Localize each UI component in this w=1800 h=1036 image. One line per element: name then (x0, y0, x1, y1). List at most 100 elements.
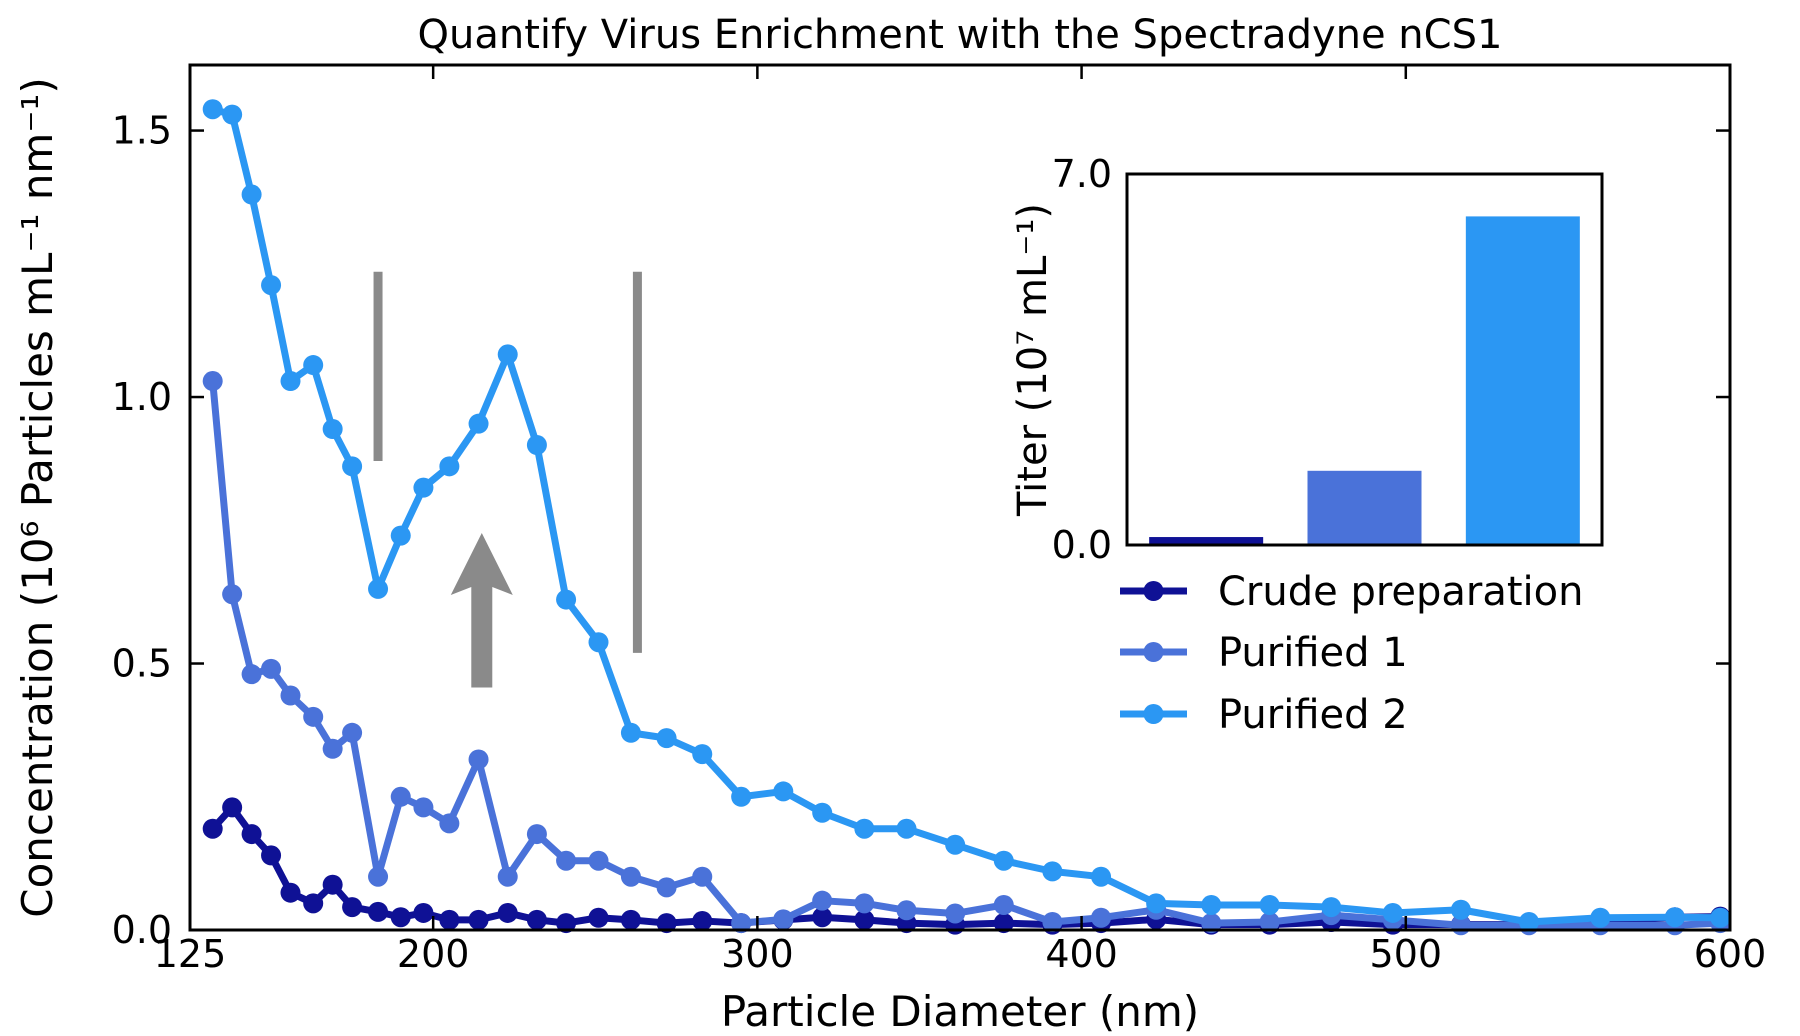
legend-marker-purified-1 (1143, 642, 1164, 662)
purified-1-marker (896, 900, 917, 921)
purified-1-marker (390, 786, 411, 807)
purified-2-marker (896, 818, 917, 839)
y-tick-label: 1.0 (112, 375, 172, 419)
purified-1-marker (945, 903, 966, 924)
purified-2-marker (222, 104, 243, 125)
inset-frame (1125, 172, 1604, 547)
crude-preparation-marker (439, 909, 460, 930)
crude-preparation-marker (342, 897, 363, 918)
inset-y-axis-label: Titer (10⁷ mL⁻¹) (1010, 203, 1056, 517)
purified-1-marker (526, 824, 547, 845)
purified-1-marker (1091, 907, 1112, 928)
y-tick-label: 0.5 (112, 642, 172, 686)
purified-2-marker (854, 818, 875, 839)
crude-preparation-marker (854, 909, 875, 930)
crude-preparation-marker (556, 913, 577, 934)
purified-2-marker (1201, 894, 1222, 915)
x-tick-label: 400 (1045, 932, 1118, 976)
purified-1-marker (588, 850, 609, 871)
inset-bar-purified-1 (1307, 470, 1422, 545)
crude-preparation-line (210, 803, 1721, 929)
legend-label-crude-preparation: Crude preparation (1218, 569, 1584, 615)
y-tick-label: 0.0 (112, 908, 172, 952)
purified-2-marker (773, 781, 794, 802)
crude-preparation-marker (588, 907, 609, 928)
purified-2-marker (1146, 893, 1167, 914)
crude-preparation-marker (222, 797, 243, 818)
crude-preparation-marker (812, 907, 833, 928)
crude-preparation-marker (468, 909, 489, 930)
purified-1-marker (993, 894, 1014, 915)
purified-1-marker (413, 797, 434, 818)
purified-2-marker (945, 834, 966, 855)
legend-label-purified-1: Purified 1 (1218, 630, 1408, 676)
crude-preparation-marker (692, 910, 713, 931)
x-tick-label: 500 (1370, 932, 1443, 976)
purified-1-marker (731, 913, 752, 934)
purified-2-marker (342, 456, 363, 477)
chart-title: Quantify Virus Enrichment with the Spect… (418, 12, 1503, 58)
purified-1-marker (202, 371, 223, 392)
purified-2-marker (322, 419, 343, 440)
crude-preparation-marker (620, 909, 641, 930)
crude-preparation-marker (322, 874, 343, 895)
series-purified-2 (202, 99, 1731, 933)
purified-2-marker (1450, 899, 1471, 920)
purified-2-marker (261, 275, 282, 296)
purified-2-marker (413, 477, 434, 498)
crude-preparation-marker (303, 893, 324, 914)
purified-2-marker (993, 850, 1014, 871)
y-axis-label: Concentration (10⁶ Particles mL⁻¹ nm⁻¹) (13, 77, 62, 918)
crude-preparation-marker (368, 901, 389, 922)
crude-preparation-marker (280, 882, 301, 903)
purified-2-marker (620, 722, 641, 743)
purified-2-marker (439, 456, 460, 477)
purified-2-marker (588, 632, 609, 653)
x-tick-label: 125 (154, 932, 227, 976)
purified-1-marker (656, 877, 677, 898)
inset-titer-chart: 7.0 0.0 Titer (10⁷ mL⁻¹) (1010, 152, 1604, 567)
crude-preparation-marker (413, 902, 434, 923)
purified-1-marker (854, 893, 875, 914)
purified-1-marker (773, 909, 794, 930)
x-tick-label: 300 (721, 932, 794, 976)
purified-2-marker (692, 744, 713, 765)
purified-2-marker (656, 728, 677, 749)
purified-1-marker (620, 866, 641, 887)
crude-preparation-marker (993, 913, 1014, 934)
crude-preparation-marker (656, 913, 677, 934)
purified-1-marker (280, 685, 301, 706)
purified-1-marker (692, 866, 713, 887)
legend: Crude preparation Purified 1 Purified 2 (1120, 569, 1584, 738)
purified-2-marker (497, 344, 518, 365)
purified-2-marker (1664, 907, 1685, 928)
legend-marker-crude-preparation (1143, 581, 1164, 601)
purified-2-marker (368, 578, 389, 599)
inset-bar-crude-preparation (1149, 537, 1264, 545)
legend-label-purified-2: Purified 2 (1218, 692, 1408, 738)
purified-2-marker (1259, 894, 1280, 915)
purified-1-marker (556, 850, 577, 871)
legend-item-crude-preparation: Crude preparation (1120, 569, 1584, 615)
legend-marker-purified-2 (1143, 704, 1164, 724)
purified-2-marker (812, 802, 833, 823)
purified-2-marker (468, 413, 489, 434)
crude-preparation-marker (526, 909, 547, 930)
purified-2-marker (1042, 861, 1063, 882)
purified-2-marker (280, 371, 301, 392)
crude-preparation-marker (202, 818, 223, 839)
purified-1-marker (812, 890, 833, 911)
purified-2-marker (202, 99, 223, 120)
x-tick-label: 200 (397, 932, 470, 976)
purified-1-marker (368, 866, 389, 887)
purified-1-marker (322, 738, 343, 759)
plot-frame (188, 63, 1732, 932)
purified-2-marker (1321, 897, 1342, 918)
x-tick-label: 600 (1694, 932, 1767, 976)
axis-ticks (190, 65, 1730, 930)
purified-2-marker (731, 786, 752, 807)
inset-y-tick-label: 0.0 (1052, 523, 1112, 567)
crude-preparation-marker (261, 845, 282, 866)
purified-1-marker (468, 749, 489, 770)
purified-2-marker (556, 589, 577, 610)
